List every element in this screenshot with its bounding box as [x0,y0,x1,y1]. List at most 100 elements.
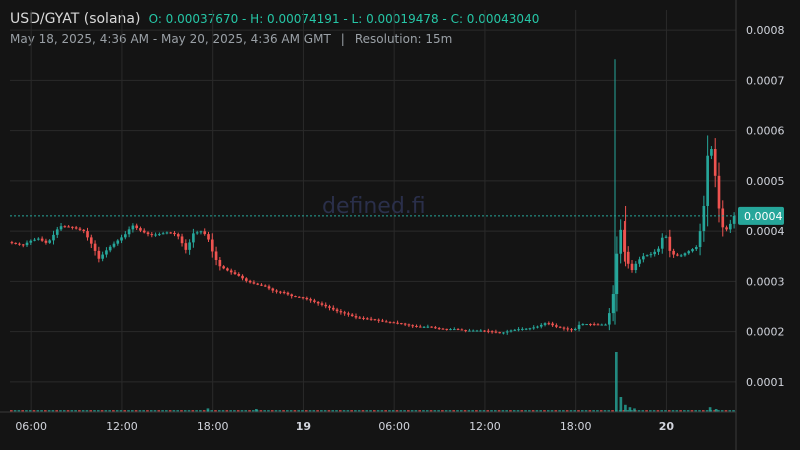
volume-bar [531,410,535,412]
volume-bar [463,410,467,412]
volume-bar [580,410,584,412]
volume-bar [516,410,520,412]
candle-body [18,243,21,245]
candle-body [702,205,706,232]
volume-bar [728,410,732,412]
candle-body [679,255,683,257]
candle-body [44,240,48,243]
candle-body [487,330,490,332]
y-tick-label: 0.0004 [746,225,785,238]
candle-body [687,251,691,254]
volume-bar [546,410,550,412]
candle-body [37,238,40,240]
candle-body [112,243,116,247]
x-tick-label: 19 [296,420,311,433]
candle-body [271,288,275,291]
candle-body [411,325,415,327]
volume-bar [323,410,327,412]
candle-body [471,330,475,332]
volume-bar [17,410,21,412]
candle-body [437,328,441,330]
candle-body [135,225,138,229]
candle-body [139,228,142,231]
candle-body [350,314,354,317]
volume-bar [486,410,490,412]
candle-body [10,242,14,244]
volume-bar [637,410,641,412]
volume-bar [388,410,391,412]
volume-bar [667,410,671,412]
volume-bar [395,410,399,412]
volume-bar [535,410,539,412]
volume-bar [96,410,100,412]
candle-body [634,263,638,271]
volume-bar [660,410,664,412]
volume-bar [81,410,85,412]
volume-bar [236,410,240,412]
volume-bar [509,410,512,412]
candle-body [729,223,732,230]
candle-body [676,254,679,256]
candle-body [536,326,539,328]
candle-body [668,236,672,251]
volume-bar [248,410,251,412]
volume-bar [168,410,172,412]
volume-bar [263,410,266,412]
volume-bar [55,410,59,412]
candle-body [547,323,551,325]
chart-header: USD/GYAT (solana) O: 0.00037670 - H: 0.0… [10,10,539,29]
volume-bar [255,409,258,412]
candle-body [362,317,365,319]
volume-bar [214,410,217,412]
volume-bar [444,410,448,412]
volume-bar [641,410,645,412]
volume-bar [694,410,698,412]
volume-bar [240,410,244,412]
volume-bar [437,410,440,412]
candle-body [710,149,713,156]
y-tick-label: 0.0001 [746,376,785,389]
volume-bar [471,410,474,412]
volume-bar [429,410,433,412]
volume-bar [66,410,70,412]
candle-body [434,327,437,329]
volume-bar [191,410,195,412]
candle-body [358,317,362,319]
y-tick-label: 0.0003 [746,275,785,288]
candle-body [120,237,123,241]
volume-bar [289,410,293,412]
candle-body [199,231,203,233]
volume-bar [399,410,403,412]
volume-bar [40,410,43,412]
candle-body [328,306,331,308]
volume-bar [70,410,74,412]
volume-bar [407,410,410,412]
candle-body [615,253,619,295]
volume-bar [720,410,724,412]
volume-bar [259,410,263,412]
candle-body [403,323,407,325]
volume-bar [512,410,516,412]
volume-bar [414,410,418,412]
candle-body [55,229,59,235]
volume-bar [543,410,546,412]
price-axis[interactable]: 0.0001 0.0002 0.0003 0.0004 0.0005 0.0006 0.00… [735,0,785,450]
volume-bar [584,410,588,412]
volume-bar [21,410,24,412]
time-axis[interactable]: 06:00 12:00 18:00 19 06:00 12:00 18:00 20 [0,411,736,433]
candle-body [275,290,278,292]
volume-bar [626,410,629,412]
volume-bar [467,410,471,412]
y-tick-label: 0.0007 [746,74,785,87]
candle-body [524,328,528,330]
candle-body [245,278,248,281]
volume-bar [229,410,232,412]
volume-bar [47,410,51,412]
volume-bar [459,410,463,412]
candle-body [645,255,649,257]
candle-body [142,230,146,233]
candle-body [40,238,44,241]
candle-body [566,328,570,330]
volume-bar [134,410,138,412]
